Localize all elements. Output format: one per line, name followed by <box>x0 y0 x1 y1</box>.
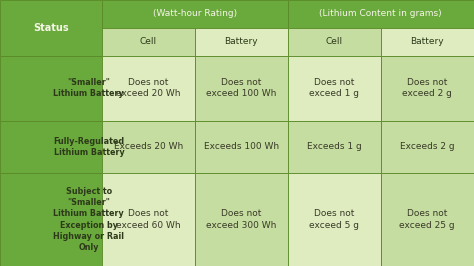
Text: Battery: Battery <box>225 38 258 46</box>
Bar <box>288 28 381 56</box>
Bar <box>195 56 288 121</box>
Text: Does not
exceed 60 Wh: Does not exceed 60 Wh <box>116 209 181 230</box>
Text: Exceeds 100 Wh: Exceeds 100 Wh <box>204 143 279 151</box>
Text: Does not
exceed 20 Wh: Does not exceed 20 Wh <box>116 78 181 98</box>
Bar <box>0 56 102 121</box>
Text: Exceeds 20 Wh: Exceeds 20 Wh <box>114 143 183 151</box>
Text: (Watt-hour Rating): (Watt-hour Rating) <box>153 10 237 18</box>
Bar <box>381 173 474 266</box>
Text: Cell: Cell <box>326 38 343 46</box>
Bar <box>102 121 195 173</box>
Bar <box>381 28 474 56</box>
Bar <box>288 0 474 28</box>
Text: Does not
exceed 1 g: Does not exceed 1 g <box>309 78 359 98</box>
Bar <box>102 28 195 56</box>
Text: Subject to
"Smaller"
Lithium Battery
Exception by
Highway or Rail
Only: Subject to "Smaller" Lithium Battery Exc… <box>53 187 124 252</box>
Text: (Lithium Content in grams): (Lithium Content in grams) <box>319 10 442 18</box>
Bar <box>195 173 288 266</box>
Text: Does not
exceed 300 Wh: Does not exceed 300 Wh <box>206 209 276 230</box>
Bar <box>288 121 381 173</box>
Bar <box>102 173 195 266</box>
Bar <box>0 121 102 173</box>
Text: Cell: Cell <box>140 38 157 46</box>
Bar <box>195 28 288 56</box>
Bar <box>102 0 288 28</box>
Text: Does not
exceed 25 g: Does not exceed 25 g <box>399 209 455 230</box>
Bar <box>381 56 474 121</box>
Text: Does not
exceed 2 g: Does not exceed 2 g <box>402 78 452 98</box>
Text: Exceeds 1 g: Exceeds 1 g <box>307 143 362 151</box>
Bar <box>102 56 195 121</box>
Bar <box>195 121 288 173</box>
Text: "Smaller"
Lithium Battery: "Smaller" Lithium Battery <box>53 78 124 98</box>
Bar <box>288 173 381 266</box>
Text: Does not
exceed 5 g: Does not exceed 5 g <box>309 209 359 230</box>
Bar <box>0 0 102 56</box>
Bar <box>0 173 102 266</box>
Text: Status: Status <box>33 23 69 33</box>
Text: Fully-Regulated
Lithium Battery: Fully-Regulated Lithium Battery <box>53 137 125 157</box>
Text: Exceeds 2 g: Exceeds 2 g <box>400 143 455 151</box>
Text: Battery: Battery <box>410 38 444 46</box>
Bar <box>381 121 474 173</box>
Bar <box>288 56 381 121</box>
Text: Does not
exceed 100 Wh: Does not exceed 100 Wh <box>206 78 276 98</box>
